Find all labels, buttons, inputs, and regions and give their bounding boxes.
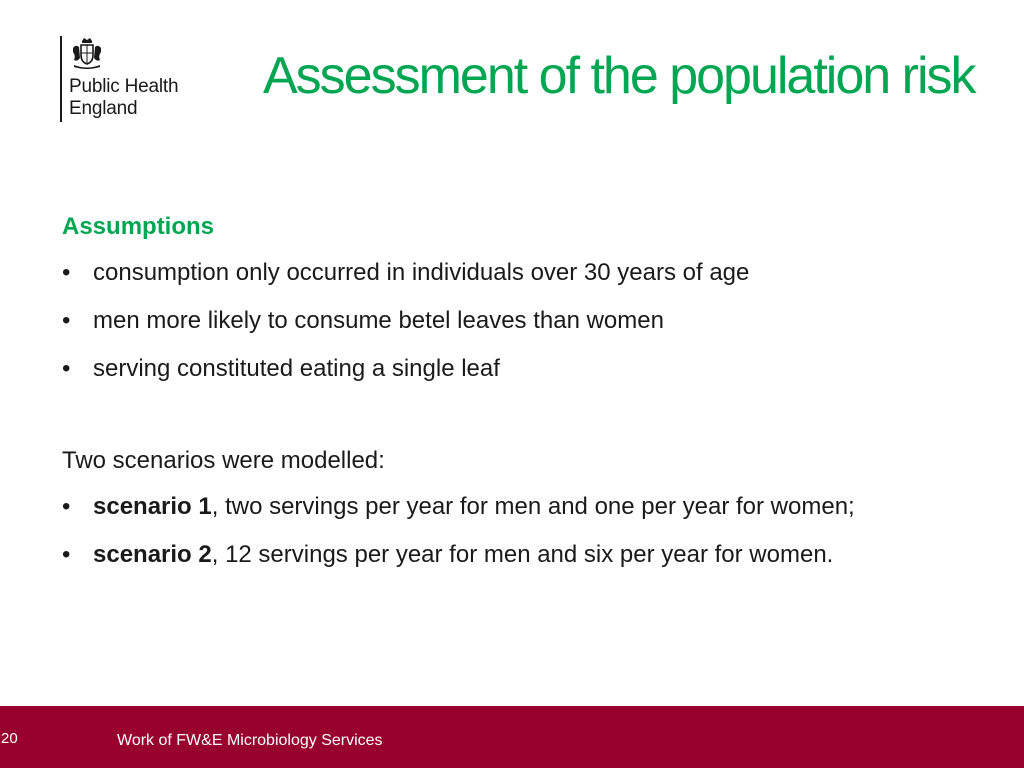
slide-title: Assessment of the population risk — [263, 47, 977, 105]
scenarios-list: scenario 1, two servings per year for me… — [62, 492, 922, 570]
assumptions-list: consumption only occurred in individuals… — [62, 258, 922, 384]
footer-text: Work of FW&E Microbiology Services — [117, 732, 383, 749]
scenario-item: scenario 2, 12 servings per year for men… — [62, 540, 922, 570]
scenario-text: , two servings per year for men and one … — [211, 493, 855, 520]
logo-line-2: England — [69, 98, 138, 119]
footer-bar: 20 Work of FW&E Microbiology Services — [0, 706, 1024, 768]
logo-wordmark: Public Health England — [69, 76, 179, 120]
scenario-text: , 12 servings per year for men and six p… — [211, 541, 834, 568]
scenario-label: scenario 2 — [93, 541, 212, 568]
royal-coat-of-arms-icon — [73, 38, 101, 69]
phe-logo: Public Health England — [60, 36, 220, 122]
assumption-item: men more likely to consume betel leaves … — [62, 306, 922, 336]
logo-line-1: Public Health — [69, 76, 179, 97]
logo-divider — [60, 36, 62, 122]
assumption-item: serving constituted eating a single leaf — [62, 354, 922, 384]
slide-body: Assumptions consumption only occurred in… — [62, 210, 922, 588]
assumptions-heading: Assumptions — [62, 213, 215, 240]
scenarios-intro: Two scenarios were modelled: — [62, 447, 385, 474]
page-number: 20 — [1, 730, 18, 747]
scenario-item: scenario 1, two servings per year for me… — [62, 492, 922, 522]
scenario-label: scenario 1 — [93, 493, 212, 520]
assumption-item: consumption only occurred in individuals… — [62, 258, 922, 288]
